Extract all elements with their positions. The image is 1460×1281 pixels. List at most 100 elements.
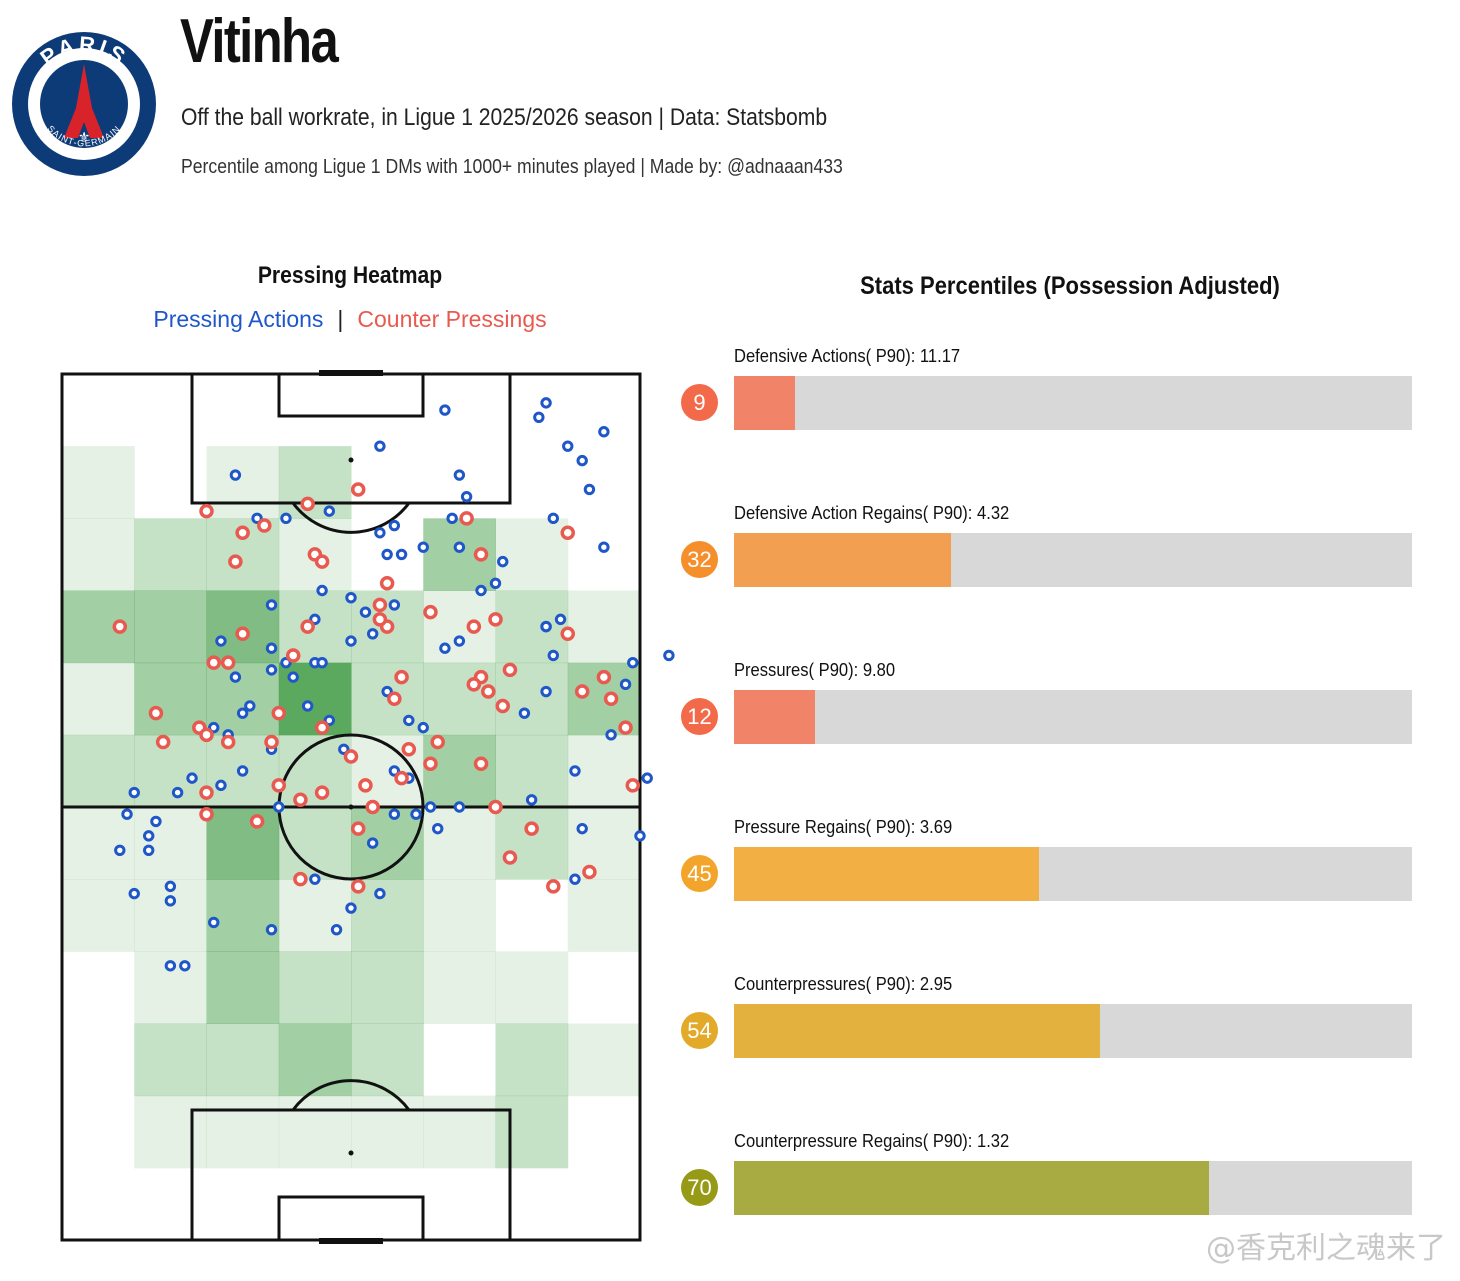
counter-pressing-marker xyxy=(495,698,510,714)
heat-cell xyxy=(62,518,135,591)
pressing-action-marker xyxy=(634,830,646,842)
heat-cell xyxy=(134,518,207,591)
stat-bar-fill xyxy=(734,533,951,587)
pressing-action-marker xyxy=(215,635,227,647)
pressing-action-marker xyxy=(265,923,278,936)
pressing-action-marker xyxy=(374,440,386,452)
heat-cell xyxy=(495,1023,569,1097)
pressing-action-marker xyxy=(547,512,559,525)
counter-pressing-marker xyxy=(387,691,402,706)
pressing-action-marker xyxy=(236,707,249,719)
heat-cell xyxy=(206,951,280,1024)
pressing-action-marker xyxy=(273,801,285,813)
pressing-action-marker xyxy=(460,490,473,503)
top-penalty-arc xyxy=(291,502,411,534)
pressing-action-marker xyxy=(171,786,184,799)
counter-pressing-marker xyxy=(466,619,482,634)
counter-pressing-marker xyxy=(257,518,272,533)
heat-cell xyxy=(351,951,424,1024)
heat-cell xyxy=(62,446,135,519)
pressing-action-marker xyxy=(605,729,617,741)
counter-pressing-marker xyxy=(401,742,417,757)
pressing-action-marker xyxy=(641,772,653,784)
pressing-action-marker xyxy=(323,505,336,517)
heat-cell xyxy=(495,518,569,591)
stat-label: Pressures( P90): 9.80 xyxy=(734,660,896,680)
pressing-action-marker xyxy=(598,541,610,553)
pressing-action-marker xyxy=(359,606,372,618)
counter-pressing-marker xyxy=(466,677,482,692)
pressing-action-marker xyxy=(432,822,444,835)
heat-cell xyxy=(278,879,352,952)
counter-pressing-marker xyxy=(343,749,359,764)
pressing-action-marker xyxy=(576,454,588,467)
heat-cell xyxy=(278,446,352,519)
heat-cell xyxy=(567,879,641,952)
heat-cell xyxy=(423,879,496,952)
pressing-action-marker xyxy=(489,577,502,589)
pressing-action-marker xyxy=(410,808,422,820)
bottom-penalty-spot xyxy=(348,1150,354,1156)
counter-pressing-marker xyxy=(314,720,330,735)
pressing-action-marker xyxy=(301,700,314,712)
pressing-action-marker xyxy=(388,599,401,611)
heat-cell xyxy=(567,1023,641,1097)
percentile-badge: 70 xyxy=(681,1169,718,1206)
pressing-action-marker xyxy=(244,700,256,712)
player-name: Vitinha xyxy=(180,7,339,76)
heat-cell xyxy=(495,1095,569,1169)
counter-pressing-marker xyxy=(574,684,590,699)
pressing-action-marker xyxy=(128,786,140,799)
stat-bar-fill xyxy=(734,376,796,430)
heat-cells xyxy=(62,446,641,1169)
pressing-action-marker xyxy=(164,880,177,893)
pressing-action-marker xyxy=(374,527,386,539)
pressing-action-marker xyxy=(417,721,429,734)
pressing-action-marker xyxy=(164,895,177,907)
heat-cell xyxy=(278,1095,352,1169)
stat-row: Counterpressures( P90): 2.95 54 xyxy=(680,974,1420,1084)
pressing-action-marker xyxy=(374,887,386,900)
heat-cell xyxy=(134,1023,207,1097)
counter-pressing-marker xyxy=(394,770,409,786)
pressing-action-marker xyxy=(569,765,581,777)
pressing-action-marker xyxy=(446,512,458,525)
counter-pressing-marker xyxy=(488,612,503,627)
counter-pressing-marker xyxy=(423,604,438,620)
pressing-action-marker xyxy=(366,628,379,640)
pressing-action-marker xyxy=(554,613,567,626)
counter-pressing-marker xyxy=(546,879,561,894)
pressing-action-marker xyxy=(403,714,415,727)
centre-spot xyxy=(348,804,354,810)
heat-cell xyxy=(351,1095,424,1169)
stat-label: Counterpressures( P90): 2.95 xyxy=(734,974,953,994)
counter-pressing-marker xyxy=(379,576,395,591)
pressing-action-marker xyxy=(583,483,596,496)
pressing-action-marker xyxy=(576,822,588,835)
counter-pressing-marker xyxy=(264,734,279,750)
heat-cell xyxy=(495,951,569,1024)
stat-bar-track xyxy=(734,376,1412,430)
counter-pressing-marker xyxy=(155,734,171,750)
counter-pressing-marker xyxy=(220,655,236,670)
counter-pressing-marker xyxy=(235,626,250,642)
stat-row: Defensive Action Regains( P90): 4.32 32 xyxy=(680,503,1420,613)
heat-cell xyxy=(423,807,496,880)
counter-pressing-marker xyxy=(300,619,315,634)
pressing-action-marker xyxy=(316,584,328,597)
heat-cell xyxy=(134,807,207,880)
pressing-action-marker xyxy=(475,584,487,597)
stat-bar-track xyxy=(734,847,1412,901)
stat-row: Counterpressure Regains( P90): 1.32 70 xyxy=(680,1131,1420,1241)
pressing-action-marker xyxy=(518,707,531,719)
heat-cell xyxy=(278,1023,352,1097)
top-six-yard-box xyxy=(277,372,425,418)
pressing-action-marker xyxy=(345,635,357,647)
pressing-action-marker xyxy=(229,469,242,481)
counter-pressing-marker xyxy=(502,850,518,865)
heat-cell xyxy=(134,734,207,808)
pressing-action-marker xyxy=(215,779,227,792)
counter-pressing-marker xyxy=(293,871,308,887)
counter-pressing-marker xyxy=(199,806,214,822)
counter-pressing-marker xyxy=(372,597,388,613)
